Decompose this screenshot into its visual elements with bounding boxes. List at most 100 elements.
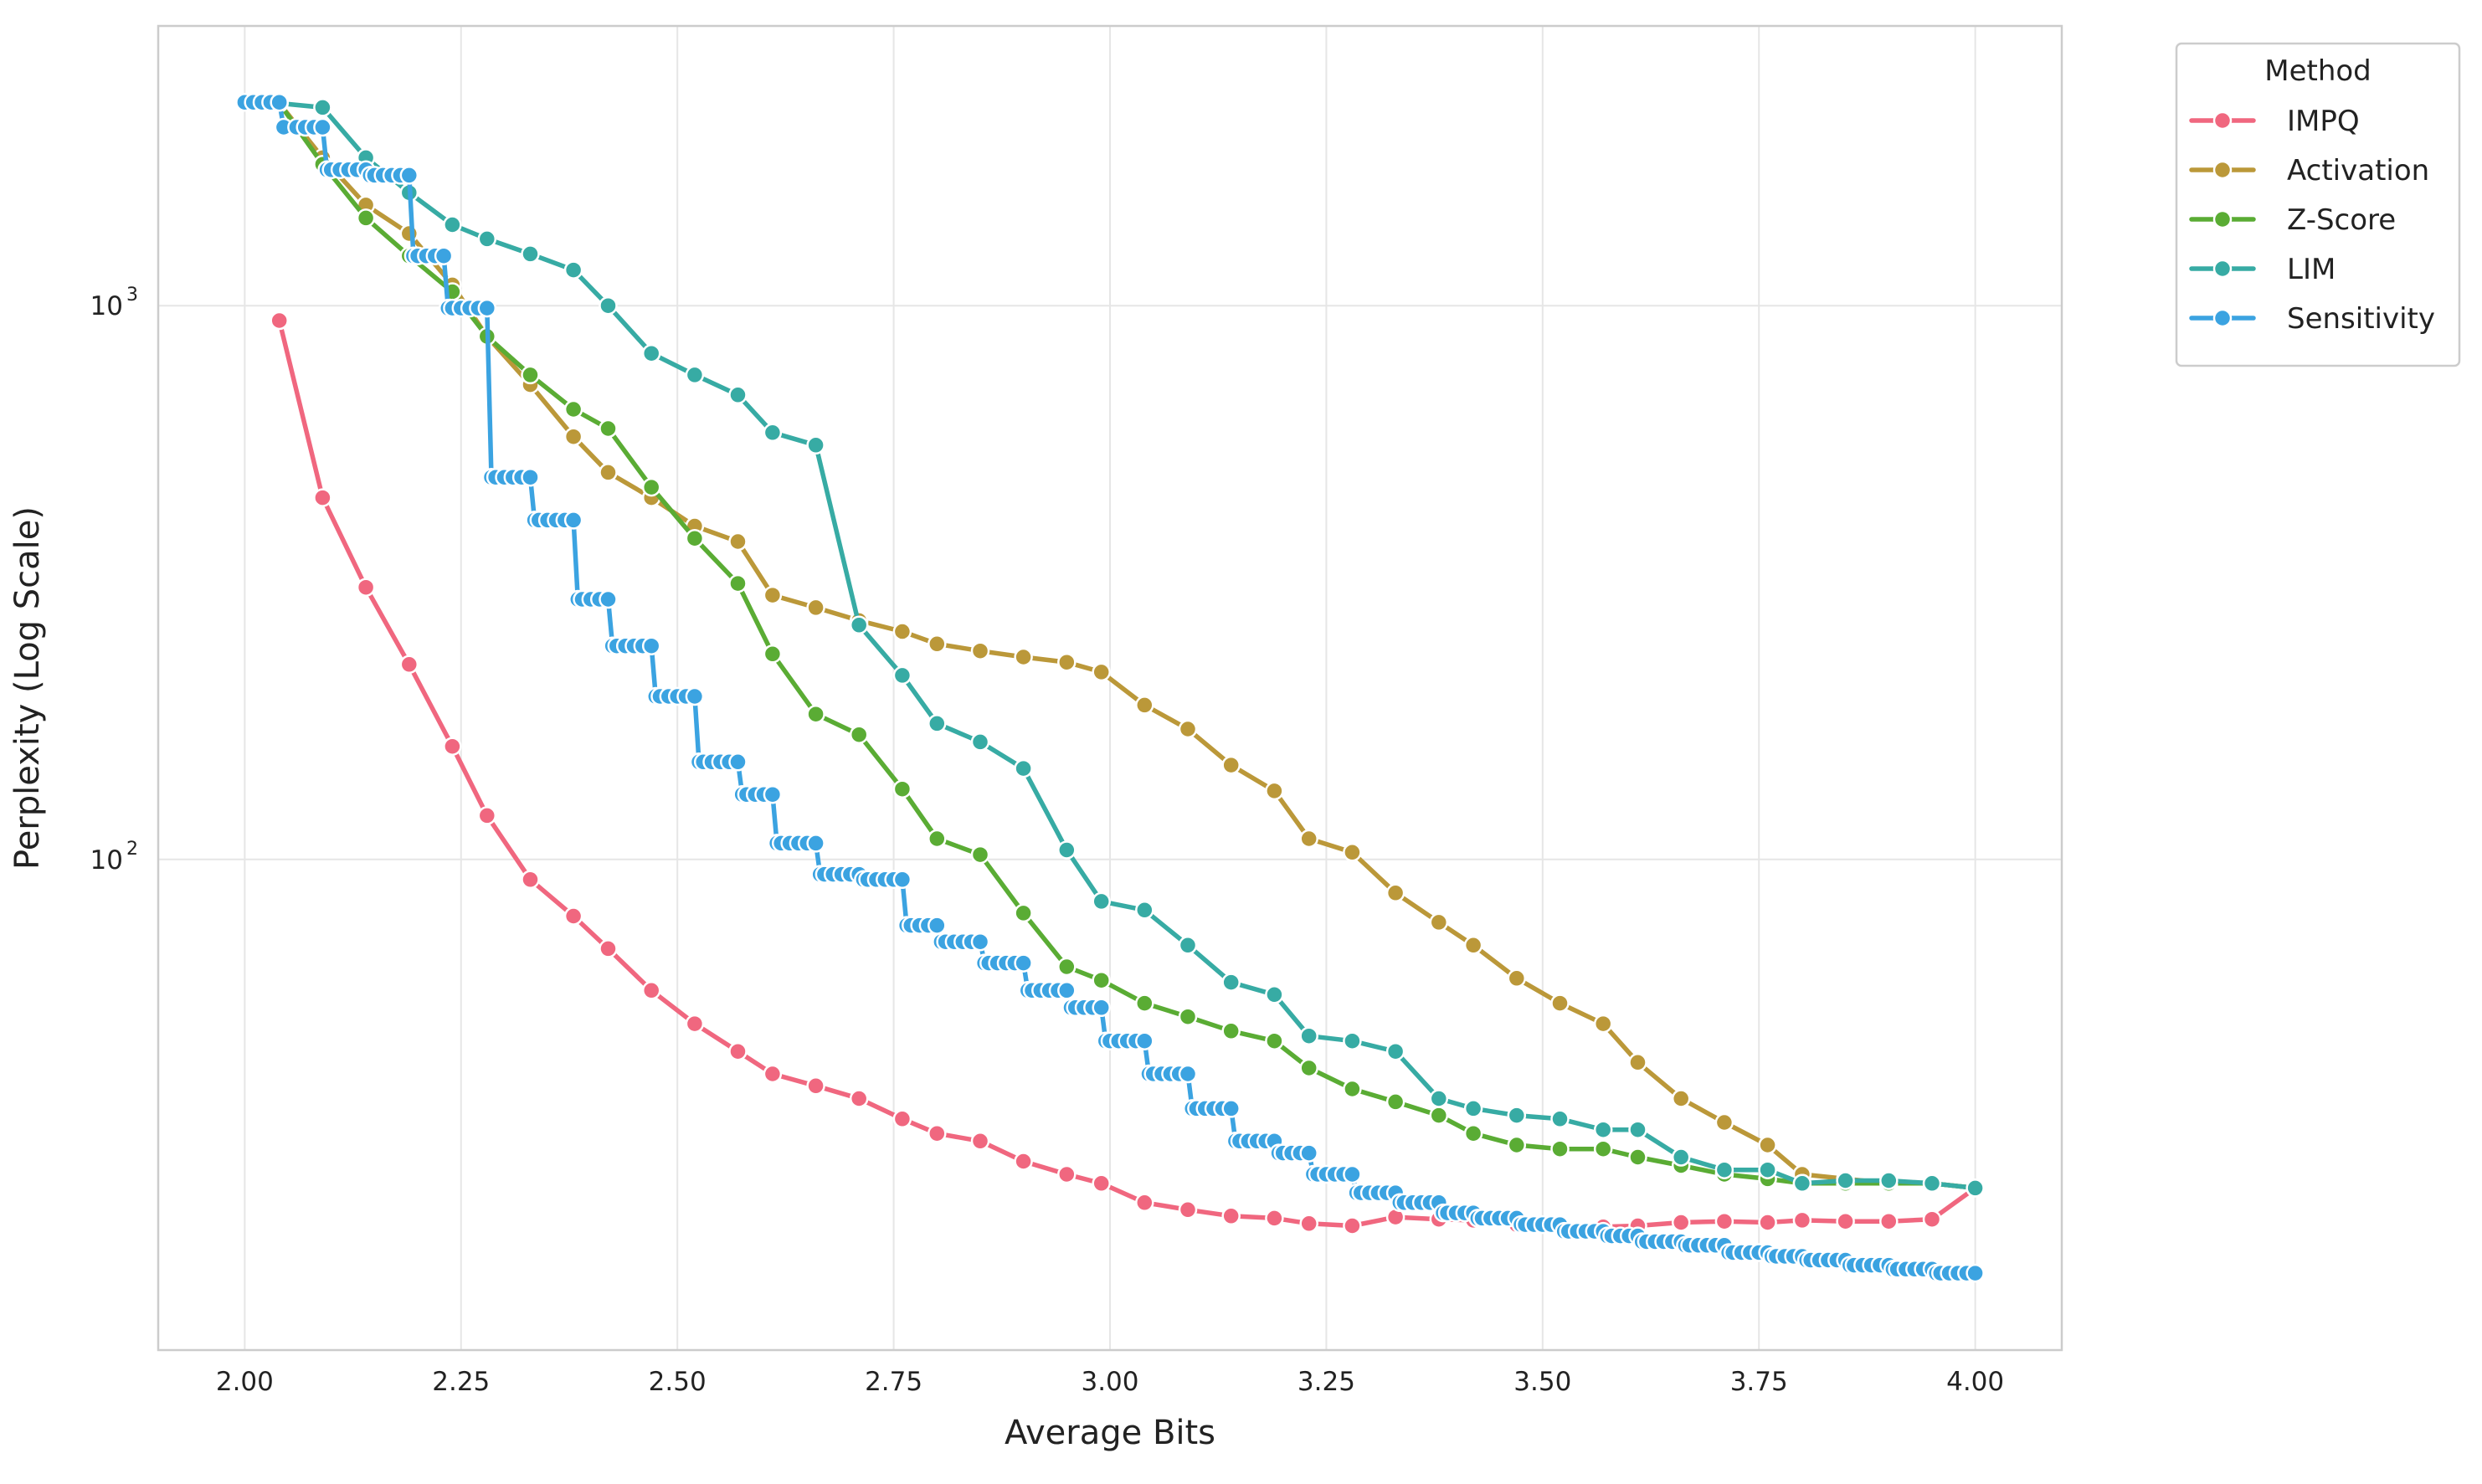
data-point-sensitivity bbox=[970, 932, 990, 952]
data-point-z-score bbox=[1385, 1092, 1405, 1112]
data-point-lim bbox=[1299, 1026, 1318, 1045]
data-point-impq bbox=[521, 870, 540, 890]
data-point-activation bbox=[1463, 936, 1483, 955]
data-point-impq bbox=[1343, 1216, 1362, 1235]
data-point-lim bbox=[1671, 1148, 1691, 1167]
data-point-z-score bbox=[563, 399, 583, 419]
legend-label: Z-Score bbox=[2287, 203, 2396, 237]
data-point-lim bbox=[563, 260, 583, 280]
data-point-z-score bbox=[1299, 1058, 1318, 1078]
data-point-activation bbox=[1265, 781, 1284, 801]
data-point-sensitivity bbox=[599, 589, 618, 609]
data-point-activation bbox=[806, 598, 825, 618]
data-point-lim bbox=[763, 423, 783, 443]
data-point-lim bbox=[685, 365, 705, 385]
data-point-sensitivity bbox=[563, 511, 583, 530]
legend-box bbox=[2175, 42, 2461, 367]
data-point-activation bbox=[1628, 1053, 1647, 1072]
data-point-lim bbox=[1014, 758, 1033, 778]
data-point-impq bbox=[1671, 1213, 1691, 1232]
data-point-sensitivity bbox=[1299, 1143, 1318, 1163]
data-point-activation bbox=[563, 427, 583, 446]
data-point-lim bbox=[1550, 1109, 1570, 1129]
data-point-z-score bbox=[928, 829, 947, 849]
data-point-impq bbox=[1879, 1211, 1899, 1231]
data-point-impq bbox=[563, 906, 583, 926]
data-point-lim bbox=[1429, 1089, 1449, 1108]
data-point-activation bbox=[1299, 829, 1318, 849]
data-point-impq bbox=[685, 1014, 705, 1034]
x-tick-label: 3.00 bbox=[1081, 1367, 1138, 1397]
data-point-sensitivity bbox=[313, 117, 332, 137]
data-point-activation bbox=[928, 634, 947, 654]
data-point-lim bbox=[313, 98, 332, 117]
data-point-activation bbox=[892, 622, 912, 641]
data-point-impq bbox=[270, 311, 289, 331]
data-point-activation bbox=[1671, 1089, 1691, 1108]
data-point-lim bbox=[728, 385, 748, 405]
data-point-sensitivity bbox=[1014, 953, 1033, 973]
data-point-lim bbox=[849, 615, 869, 635]
data-point-activation bbox=[1593, 1014, 1613, 1034]
data-point-impq bbox=[399, 655, 419, 675]
data-point-lim bbox=[1792, 1173, 1812, 1194]
data-point-lim bbox=[1758, 1160, 1777, 1179]
data-point-impq bbox=[849, 1089, 869, 1108]
data-point-lim bbox=[1507, 1106, 1527, 1125]
data-point-lim bbox=[641, 343, 661, 363]
data-point-impq bbox=[892, 1109, 912, 1129]
legend-swatch-marker bbox=[2212, 308, 2233, 328]
data-point-z-score bbox=[970, 845, 990, 865]
series-layer bbox=[235, 92, 1985, 1283]
data-point-impq bbox=[1836, 1211, 1855, 1231]
data-point-impq bbox=[1299, 1214, 1318, 1234]
data-point-impq bbox=[443, 737, 462, 756]
data-point-lim bbox=[1879, 1171, 1899, 1190]
data-point-z-score bbox=[892, 779, 912, 798]
data-point-sensitivity bbox=[641, 636, 661, 655]
x-tick-label: 3.25 bbox=[1298, 1367, 1355, 1397]
legend-label: Activation bbox=[2287, 154, 2429, 187]
data-point-z-score bbox=[685, 528, 705, 548]
data-point-sensitivity bbox=[892, 870, 912, 890]
data-point-lim bbox=[443, 215, 462, 234]
data-point-activation bbox=[1758, 1135, 1777, 1155]
series-activation bbox=[270, 94, 1985, 1198]
data-point-lim bbox=[1836, 1171, 1855, 1190]
data-point-lim bbox=[1135, 901, 1154, 920]
data-point-z-score bbox=[1221, 1021, 1241, 1041]
data-point-lim bbox=[1966, 1178, 1985, 1198]
data-point-activation bbox=[763, 585, 783, 605]
y-tick-label: 10 bbox=[90, 291, 123, 321]
data-point-activation bbox=[1135, 696, 1154, 715]
data-point-activation bbox=[1385, 883, 1405, 903]
data-point-z-score bbox=[1343, 1079, 1362, 1099]
data-point-impq bbox=[1092, 1173, 1111, 1194]
data-point-activation bbox=[1507, 968, 1527, 988]
data-point-impq bbox=[1135, 1193, 1154, 1213]
data-point-lim bbox=[1092, 891, 1111, 911]
data-point-sensitivity bbox=[1057, 981, 1077, 1000]
data-point-z-score bbox=[641, 477, 661, 497]
y-axis-title: Perplexity (Log Scale) bbox=[8, 506, 47, 870]
data-point-sensitivity bbox=[521, 467, 540, 487]
data-point-lim bbox=[1221, 973, 1241, 992]
data-point-activation bbox=[728, 531, 748, 552]
data-point-z-score bbox=[1265, 1031, 1284, 1050]
data-point-activation bbox=[1714, 1112, 1734, 1132]
data-point-lim bbox=[1628, 1120, 1647, 1139]
data-point-z-score bbox=[1057, 957, 1077, 977]
data-point-sensitivity bbox=[1178, 1064, 1198, 1084]
data-point-impq bbox=[1057, 1164, 1077, 1184]
data-point-sensitivity bbox=[806, 834, 825, 853]
data-point-impq bbox=[1922, 1209, 1942, 1229]
data-point-lim bbox=[477, 229, 497, 249]
data-point-sensitivity bbox=[1092, 998, 1111, 1018]
data-point-activation bbox=[1343, 843, 1362, 862]
data-point-activation bbox=[1429, 912, 1449, 932]
data-point-sensitivity bbox=[728, 752, 748, 772]
data-point-sensitivity bbox=[1135, 1031, 1154, 1050]
data-point-activation bbox=[970, 641, 990, 660]
data-point-lim bbox=[928, 714, 947, 733]
data-point-lim bbox=[1057, 840, 1077, 860]
